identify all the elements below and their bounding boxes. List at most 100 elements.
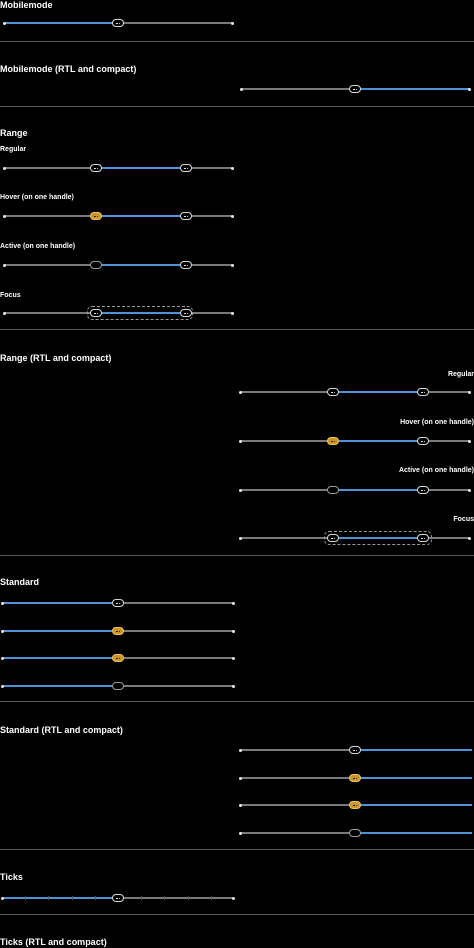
slider-handle-hovered[interactable] [112, 654, 124, 662]
range-fill [96, 215, 186, 217]
range-fill [96, 312, 186, 314]
section-title-ticks-rtl: Ticks (RTL and compact) [0, 937, 107, 947]
track-end-cap [232, 896, 235, 900]
state-label-focus: Focus [0, 292, 21, 299]
section-divider [0, 701, 474, 702]
range-fill [96, 167, 186, 169]
section-title-standard: Standard [0, 577, 40, 587]
slider-handle-hovered[interactable] [112, 627, 124, 635]
range-handle-lower-hovered[interactable] [90, 212, 102, 220]
track-start-cap [1, 629, 4, 633]
focus-ring [324, 531, 432, 545]
section-divider [0, 914, 474, 915]
range-handle-upper[interactable] [327, 534, 339, 542]
tick-mark [71, 896, 73, 900]
track-end-cap [231, 311, 234, 315]
track-end-cap [232, 656, 235, 660]
slider-fill [356, 777, 472, 779]
range-handle-lower-active[interactable] [90, 261, 102, 269]
range-handle-upper-active[interactable] [327, 486, 339, 494]
track-end-cap [232, 684, 235, 688]
section-title-range-rtl: Range (RTL and compact) [0, 353, 112, 363]
slider-fill [356, 749, 472, 751]
tick-mark [141, 896, 143, 900]
track-start-cap [1, 896, 4, 900]
track-start-cap [3, 214, 6, 218]
track-end-cap [239, 488, 242, 492]
focus-ring [87, 306, 193, 320]
track-end-cap [239, 831, 242, 835]
state-label-hover: Hover (on one handle) [0, 194, 74, 201]
section-title-ticks: Ticks [0, 872, 23, 882]
slider-fill [2, 630, 118, 632]
range-handle-lower[interactable] [417, 534, 429, 542]
track-start-cap [468, 87, 471, 91]
track-start-cap [3, 311, 6, 315]
track-start-cap [1, 656, 4, 660]
track-end-cap [232, 601, 235, 605]
slider-handle[interactable] [349, 85, 361, 93]
section-divider [0, 849, 474, 850]
track-end-cap [231, 166, 234, 170]
section-title-standard-rtl: Standard (RTL and compact) [0, 725, 123, 735]
slider-fill [2, 657, 118, 659]
track-end-cap [239, 439, 242, 443]
tick-mark [48, 896, 50, 900]
tick-mark [25, 896, 27, 900]
range-handle-upper-hovered[interactable] [327, 437, 339, 445]
track-end-cap [239, 803, 242, 807]
state-label-regular: Regular [0, 146, 27, 153]
track-end-cap [240, 87, 243, 91]
range-handle-upper[interactable] [180, 261, 192, 269]
section-divider [0, 555, 474, 556]
range-handle-upper[interactable] [327, 388, 339, 396]
tick-mark [94, 896, 96, 900]
state-label-regular-rtl: Regular [447, 371, 474, 378]
slider-fill [356, 832, 472, 834]
section-title-mobilemode: Mobilemode [0, 0, 53, 10]
slider-handle-hovered[interactable] [349, 774, 361, 782]
range-handle-upper[interactable] [180, 164, 192, 172]
section-divider [0, 329, 474, 330]
track-end-cap [231, 263, 234, 267]
range-handle-upper[interactable] [180, 212, 192, 220]
slider-handle-active[interactable] [112, 682, 124, 690]
slider-fill [2, 602, 118, 604]
track-end-cap [239, 748, 242, 752]
range-handle-lower[interactable] [90, 164, 102, 172]
track-start-cap [3, 263, 6, 267]
range-handle-upper[interactable] [180, 309, 192, 317]
slider-fill [2, 897, 118, 899]
slider-handle[interactable] [112, 19, 124, 27]
slider-handle[interactable] [112, 894, 124, 902]
section-divider [0, 41, 474, 42]
range-fill [96, 264, 186, 266]
range-handle-lower[interactable] [417, 388, 429, 396]
track-start-cap [1, 601, 4, 605]
track-end-cap [232, 629, 235, 633]
section-title-range: Range [0, 128, 28, 138]
state-label-active: Active (on one handle) [0, 243, 76, 250]
range-handle-lower[interactable] [90, 309, 102, 317]
track-end-cap [231, 21, 234, 25]
track-start-cap [1, 684, 4, 688]
slider-fill [356, 804, 472, 806]
state-label-hover-rtl: Hover (on one handle) [400, 419, 474, 426]
track-start-cap [468, 536, 471, 540]
track-start-cap [3, 166, 6, 170]
slider-handle-active[interactable] [349, 829, 361, 837]
track-end-cap [239, 776, 242, 780]
range-handle-lower[interactable] [417, 486, 429, 494]
range-handle-lower[interactable] [417, 437, 429, 445]
slider-handle[interactable] [112, 599, 124, 607]
track-end-cap [239, 390, 242, 394]
slider-handle-hovered[interactable] [349, 801, 361, 809]
slider-fill [4, 22, 118, 24]
track-start-cap [468, 390, 471, 394]
slider-handle[interactable] [349, 746, 361, 754]
range-fill [333, 537, 423, 539]
range-fill [333, 391, 423, 393]
slider-fill [356, 88, 470, 90]
section-divider [0, 106, 474, 107]
track-start-cap [3, 21, 6, 25]
